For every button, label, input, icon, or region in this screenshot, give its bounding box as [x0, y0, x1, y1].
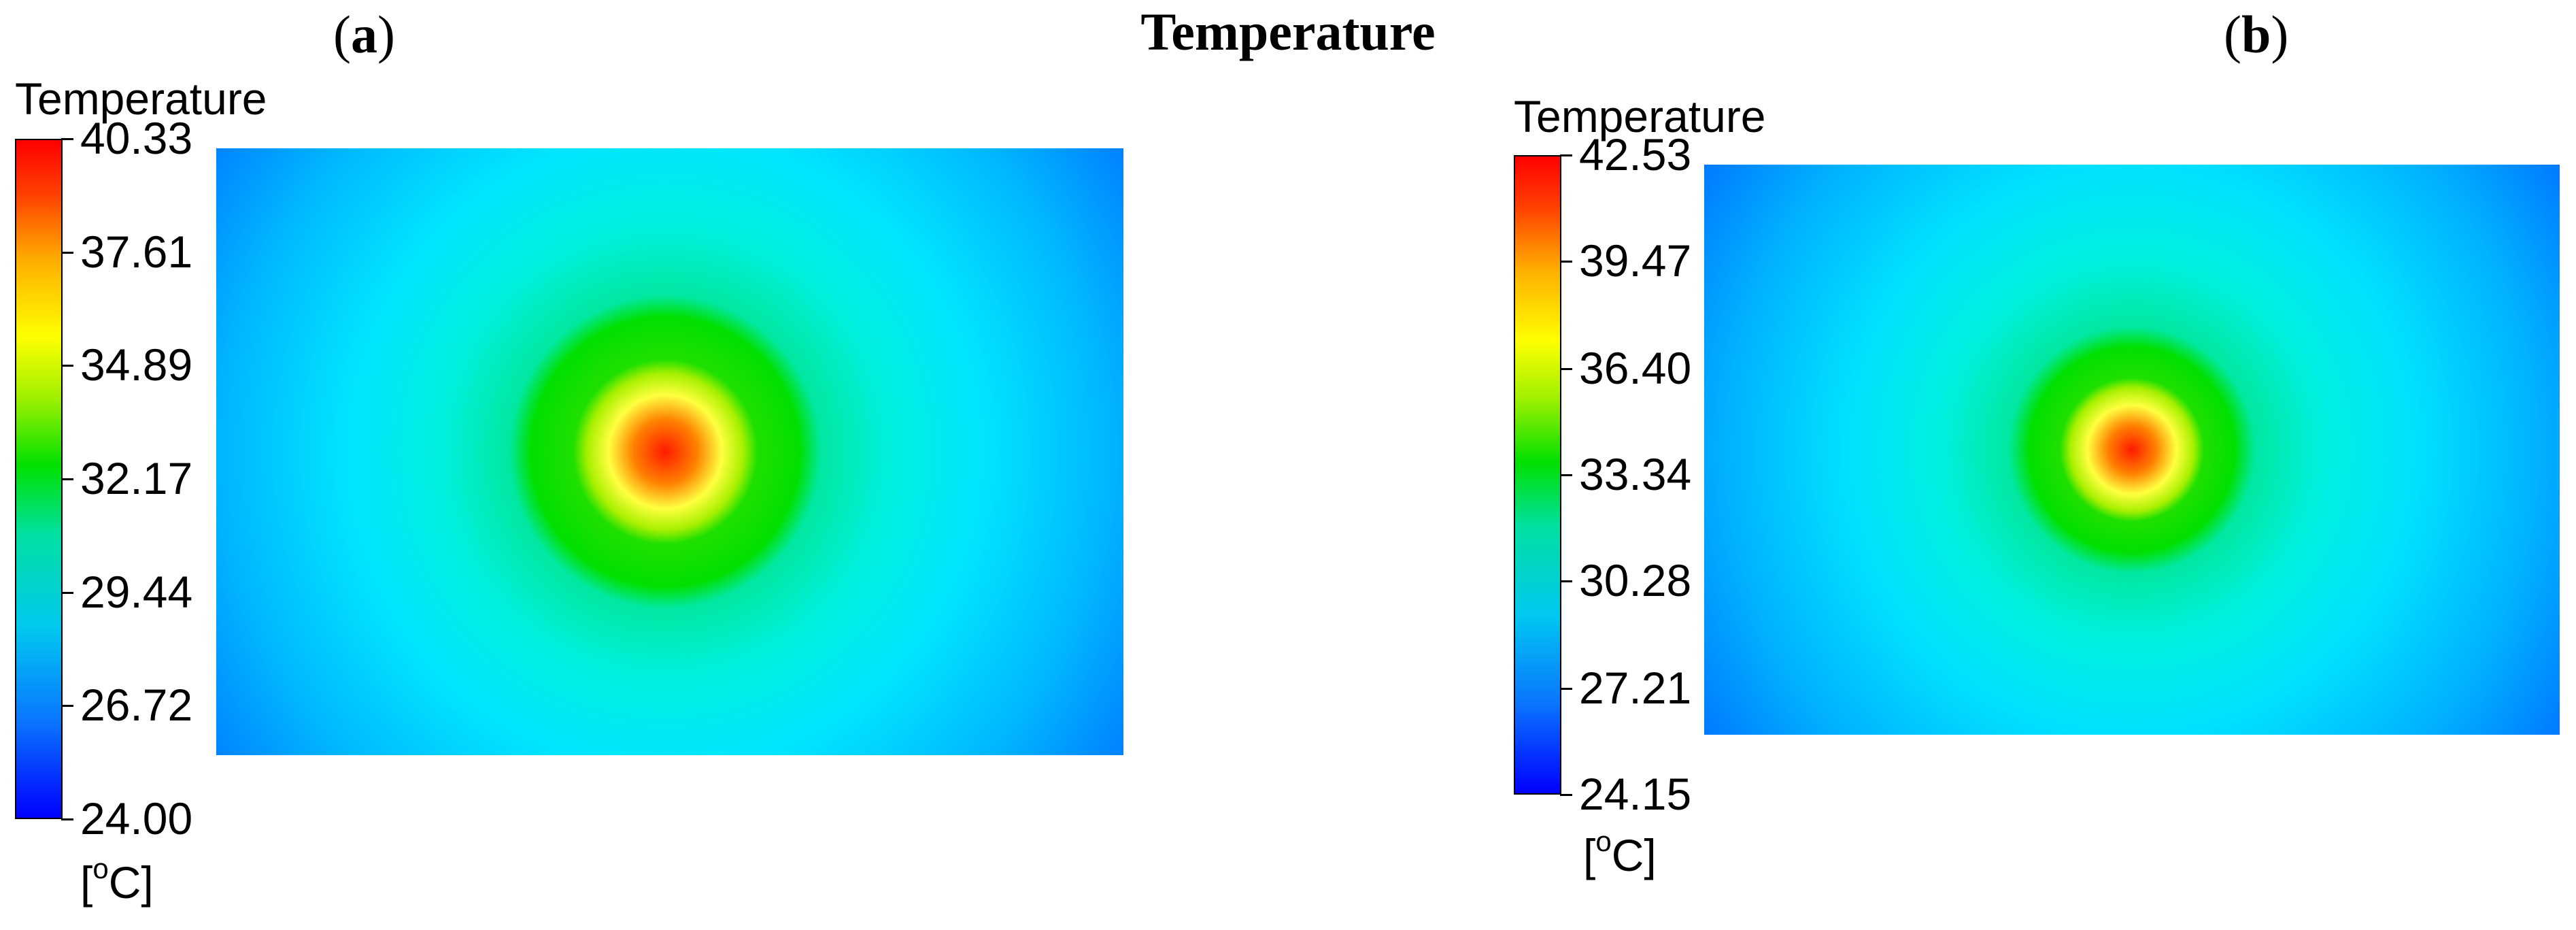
unit-label-a: [oC] — [80, 854, 154, 908]
colorbar-tick-label: 37.61 — [80, 226, 193, 277]
unit-suffix-a: C] — [108, 857, 154, 908]
colorbar-tick-label: 36.40 — [1579, 342, 1692, 393]
unit-prefix-a: [ — [80, 857, 93, 908]
panel-b-letter: b — [2241, 5, 2271, 64]
unit-sup-a: o — [92, 852, 109, 884]
panel-a-label: (a) — [333, 5, 395, 64]
colorbar-tick-label: 26.72 — [80, 680, 193, 731]
colorbar-tick-mark — [61, 251, 73, 254]
colorbar-tick-mark — [61, 478, 73, 480]
colorbar-tick-label: 30.28 — [1579, 555, 1692, 606]
colorbar-tick-label: 33.34 — [1579, 449, 1692, 499]
colorbar-tick-mark — [61, 591, 73, 594]
panel-a-letter: a — [350, 5, 377, 64]
colorbar-tick-mark — [1560, 261, 1572, 263]
colorbar-tick-label: 27.21 — [1579, 662, 1692, 713]
colorbar-tick-mark — [1560, 580, 1572, 583]
colorbar-tick-label: 32.17 — [80, 452, 193, 503]
colorbar-tick-mark — [61, 818, 73, 820]
colorbar-tick-label: 24.15 — [1579, 769, 1692, 819]
colorbar-tick-mark — [1560, 687, 1572, 690]
colorbar-tick-label: 40.33 — [80, 113, 193, 163]
legend-title-b: Temperature — [1514, 91, 1766, 142]
unit-sup-b: o — [1595, 825, 1612, 857]
field-rect-b — [1704, 165, 2560, 735]
colorbar-tick-mark — [61, 365, 73, 367]
colorbar-b — [1514, 155, 1561, 795]
colorbar-tick-mark — [1560, 154, 1572, 156]
legend-title-a: Temperature — [15, 73, 267, 124]
field-rect-a — [216, 148, 1123, 755]
unit-label-b: [oC] — [1583, 827, 1657, 880]
colorbar-tick-label: 39.47 — [1579, 235, 1692, 286]
colorbar-tick-mark — [1560, 367, 1572, 370]
colorbar-tick-mark — [1560, 794, 1572, 796]
panel-b-label: (b) — [2224, 5, 2289, 64]
colorbar-tick-mark — [61, 705, 73, 708]
unit-prefix-b: [ — [1583, 830, 1596, 880]
unit-suffix-b: C] — [1611, 830, 1657, 880]
colorbar-tick-label: 29.44 — [80, 566, 193, 617]
colorbar-tick-mark — [1560, 474, 1572, 476]
colorbar-a — [15, 139, 63, 819]
temperature-field-a — [216, 148, 1123, 755]
figure-title: Temperature — [1140, 2, 1436, 61]
colorbar-tick-label: 34.89 — [80, 339, 193, 391]
colorbar-tick-label: 42.53 — [1579, 129, 1692, 180]
colorbar-tick-label: 24.00 — [80, 793, 193, 844]
colorbar-tick-mark — [61, 138, 73, 140]
temperature-field-b — [1704, 165, 2560, 735]
